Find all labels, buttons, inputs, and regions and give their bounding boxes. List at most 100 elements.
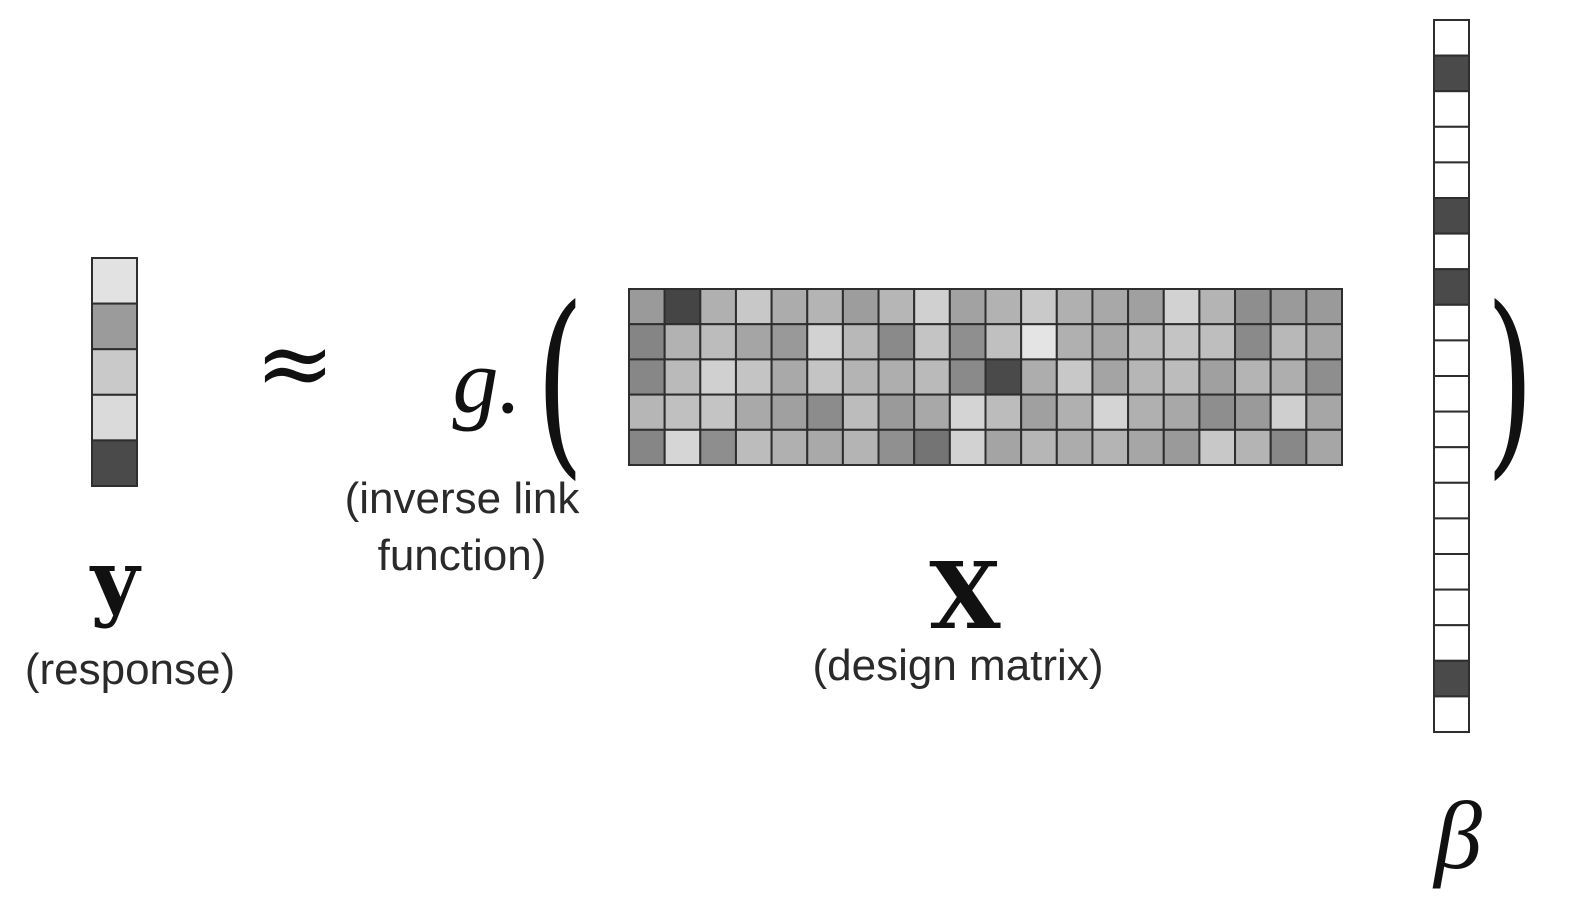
design-matrix-cell (663, 323, 702, 361)
design-matrix-cell (841, 323, 880, 361)
design-matrix-cell (663, 393, 702, 431)
design-matrix-cell (1055, 358, 1094, 396)
coefficient-cell (1433, 588, 1470, 627)
design-matrix-cell (984, 428, 1023, 466)
design-matrix-cell (806, 393, 844, 431)
open-parenthesis: ( (536, 266, 584, 498)
design-matrix-cell (734, 428, 773, 466)
design-matrix-cell (913, 393, 951, 431)
design-matrix-cell (1091, 428, 1130, 466)
design-matrix-cell (1198, 323, 1237, 361)
design-matrix-cell (1020, 288, 1058, 326)
design-matrix-cell (1198, 428, 1237, 466)
design-matrix-cell (628, 393, 666, 431)
design-matrix-cell (1234, 358, 1272, 396)
design-matrix-cell (1091, 393, 1130, 431)
design-matrix-cell (628, 288, 666, 326)
coefficient-cell (1433, 517, 1470, 556)
design-matrix-cell (1198, 358, 1237, 396)
response-cell (91, 439, 138, 487)
design-matrix-cell (1269, 323, 1308, 361)
design-matrix-cell (841, 358, 880, 396)
coefficient-cell (1433, 659, 1470, 698)
design-matrix-cell (1020, 358, 1058, 396)
design-matrix-cell (877, 323, 916, 361)
design-matrix-cell (1055, 393, 1094, 431)
close-parenthesis: ) (1486, 266, 1534, 498)
design-matrix-cell (1091, 323, 1130, 361)
design-matrix-cell (734, 393, 773, 431)
coefficient-cell (1433, 303, 1470, 342)
design-matrix-cell (806, 288, 844, 326)
coefficient-cell (1433, 481, 1470, 520)
design-matrix-cell (1234, 323, 1272, 361)
design-matrix-cell (1305, 288, 1343, 326)
design-matrix-cell (1091, 358, 1130, 396)
response-vector (91, 257, 138, 487)
design-matrix-cell (1127, 393, 1165, 431)
design-matrix-cell (1234, 428, 1272, 466)
design-matrix-cell (1269, 288, 1308, 326)
coefficient-cell (1433, 125, 1470, 164)
design-matrix-cell (1269, 428, 1308, 466)
design-matrix-cell (699, 288, 737, 326)
design-matrix-cell (984, 288, 1023, 326)
design-matrix-cell (1234, 288, 1272, 326)
design-matrix-cell (734, 358, 773, 396)
design-matrix-cell (1198, 288, 1237, 326)
design-matrix-cell (770, 288, 809, 326)
coefficient-cell (1433, 375, 1470, 413)
design-matrix-cell (770, 393, 809, 431)
design-matrix-cell (1127, 358, 1165, 396)
design-matrix-cell (628, 323, 666, 361)
design-matrix-cell (913, 358, 951, 396)
design-matrix-cell (1055, 288, 1094, 326)
approx-symbol: ≈ (255, 307, 335, 419)
design-matrix-cell (1162, 393, 1201, 431)
design-matrix-cell (948, 288, 987, 326)
design-matrix-cell (1020, 428, 1058, 466)
design-matrix-cell (699, 393, 737, 431)
design-matrix-cell (806, 428, 844, 466)
design-matrix-cell (913, 323, 951, 361)
design-matrix-cell (699, 358, 737, 396)
design-matrix-cell (770, 428, 809, 466)
design-matrix-cell (734, 323, 773, 361)
design-matrix-cell (1020, 393, 1058, 431)
response-label: (response) (25, 645, 235, 694)
design-matrix-cell (770, 358, 809, 396)
design-matrix-cell (1162, 358, 1201, 396)
design-matrix-cell (948, 323, 987, 361)
design-matrix-cell (984, 323, 1023, 361)
design-matrix-label: (design matrix) (813, 641, 1104, 690)
coefficient-cell (1433, 54, 1470, 93)
design-matrix-cell (877, 428, 916, 466)
design-matrix-cell (1305, 428, 1343, 466)
design-matrix-cell (948, 428, 987, 466)
design-matrix-cell (1305, 393, 1343, 431)
design-matrix-cell (841, 428, 880, 466)
design-matrix-cell (1127, 323, 1165, 361)
design-matrix-grid (628, 288, 1343, 466)
coefficient-cell (1433, 161, 1470, 199)
design-matrix-cell (841, 393, 880, 431)
coefficient-cell (1433, 624, 1470, 662)
design-matrix-cell (663, 428, 702, 466)
design-matrix-cell (1198, 393, 1237, 431)
design-matrix-cell (770, 323, 809, 361)
design-matrix-cell (1055, 323, 1094, 361)
design-matrix-cell (948, 393, 987, 431)
design-matrix-symbol: X (929, 542, 1001, 650)
coefficient-cell (1433, 90, 1470, 128)
inverse-link-label-line1: (inverse link (345, 474, 581, 523)
design-matrix-cell (913, 428, 951, 466)
design-matrix-cell (1305, 323, 1343, 361)
design-matrix-cell (984, 358, 1023, 396)
design-matrix-cell (1269, 393, 1308, 431)
response-cell (91, 348, 138, 396)
design-matrix-cell (628, 428, 666, 466)
design-matrix-cell (877, 358, 916, 396)
design-matrix-cell (1162, 323, 1201, 361)
coefficient-symbol: β (1432, 782, 1482, 889)
coefficient-cell (1433, 410, 1470, 449)
